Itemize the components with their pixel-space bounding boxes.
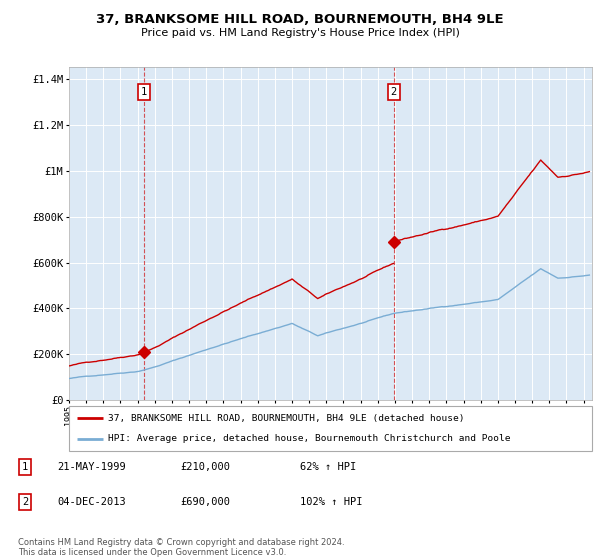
- Text: 21-MAY-1999: 21-MAY-1999: [57, 462, 126, 472]
- FancyBboxPatch shape: [69, 406, 592, 451]
- Text: £210,000: £210,000: [180, 462, 230, 472]
- Text: 04-DEC-2013: 04-DEC-2013: [57, 497, 126, 507]
- Text: 1: 1: [141, 87, 148, 97]
- Text: 37, BRANKSOME HILL ROAD, BOURNEMOUTH, BH4 9LE: 37, BRANKSOME HILL ROAD, BOURNEMOUTH, BH…: [96, 13, 504, 26]
- Text: 2: 2: [22, 497, 28, 507]
- Text: £690,000: £690,000: [180, 497, 230, 507]
- Text: Price paid vs. HM Land Registry's House Price Index (HPI): Price paid vs. HM Land Registry's House …: [140, 28, 460, 38]
- Text: 37, BRANKSOME HILL ROAD, BOURNEMOUTH, BH4 9LE (detached house): 37, BRANKSOME HILL ROAD, BOURNEMOUTH, BH…: [108, 414, 465, 423]
- Text: 1: 1: [22, 462, 28, 472]
- Text: HPI: Average price, detached house, Bournemouth Christchurch and Poole: HPI: Average price, detached house, Bour…: [108, 434, 511, 443]
- Text: Contains HM Land Registry data © Crown copyright and database right 2024.
This d: Contains HM Land Registry data © Crown c…: [18, 538, 344, 557]
- Text: 2: 2: [391, 87, 397, 97]
- Text: 62% ↑ HPI: 62% ↑ HPI: [300, 462, 356, 472]
- Text: 102% ↑ HPI: 102% ↑ HPI: [300, 497, 362, 507]
